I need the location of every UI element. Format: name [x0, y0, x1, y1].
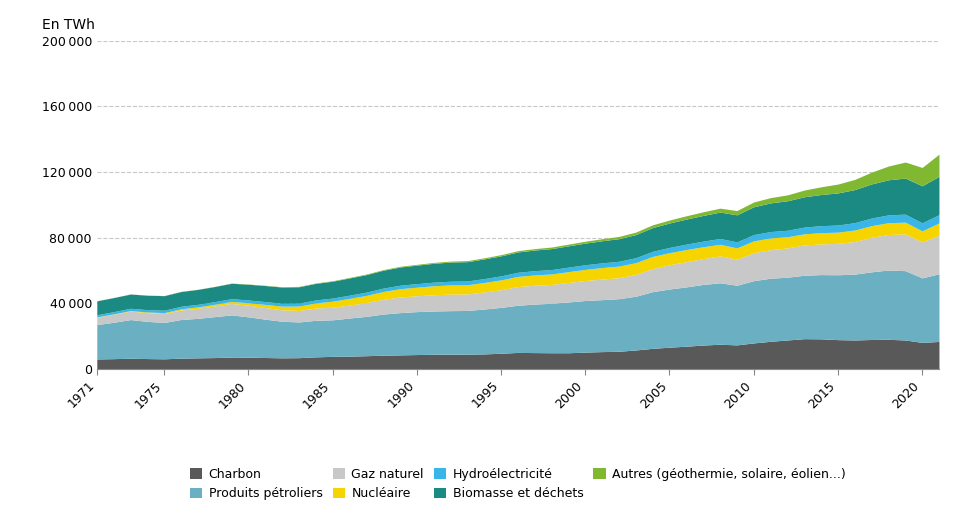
Text: En TWh: En TWh — [42, 18, 95, 32]
Legend: Charbon, Produits pétroliers, Gaz naturel, Nucléaire, Hydroélectricité, Biomasse: Charbon, Produits pétroliers, Gaz nature… — [190, 468, 846, 500]
